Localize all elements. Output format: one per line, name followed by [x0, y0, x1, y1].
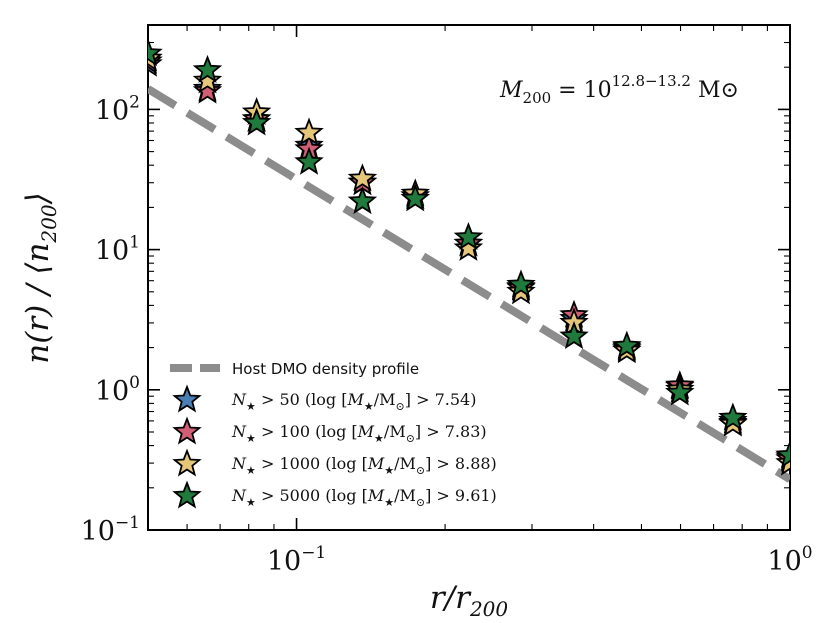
legend-label-series-0: N★ > 50 (log [M★/M⊙] > 7.54) — [231, 390, 476, 413]
x-tick-label-1: 100 — [767, 543, 812, 577]
legend: Host DMO density profile N★ > 50 (log [M… — [170, 360, 497, 509]
marker-series-3-point-1 — [192, 54, 223, 83]
legend-label-dmo: Host DMO density profile — [232, 360, 419, 378]
marker-series-3-point-9 — [612, 330, 642, 359]
legend-star-series-3 — [172, 480, 202, 509]
y-tick-label-1: 100 — [95, 373, 140, 407]
legend-label-series-1: N★ > 100 (log [M★/M⊙] > 7.83) — [231, 422, 487, 445]
y-tick-label-0: 10−1 — [81, 513, 140, 547]
marker-series-3-point-4 — [347, 186, 378, 215]
marker-series-3-point-7 — [506, 269, 536, 298]
y-axis-label: n(r) / ⟨n200⟩ — [20, 192, 61, 363]
legend-star-series-0 — [172, 384, 202, 413]
legend-star-series-2 — [172, 448, 202, 477]
marker-series-3-point-0 — [148, 38, 163, 67]
legend-star-swatches — [172, 384, 202, 509]
marker-series-3-point-10 — [665, 377, 695, 406]
legend-label-series-2: N★ > 1000 (log [M★/M⊙] > 8.88) — [231, 454, 497, 477]
marker-series-3-point-5 — [400, 183, 430, 212]
y-tick-label-2: 101 — [95, 233, 140, 267]
marker-series-3-point-8 — [559, 321, 589, 350]
major-ticks — [148, 25, 791, 531]
marker-series-3-point-3 — [294, 146, 324, 175]
legend-star-series-1 — [172, 416, 202, 445]
marker-series-2-point-3 — [294, 117, 324, 146]
x-tick-label-0: 10−1 — [267, 543, 326, 577]
marker-series-3-point-2 — [241, 107, 272, 136]
marker-series-3-point-12 — [775, 440, 790, 469]
marker-series-3-point-6 — [453, 222, 484, 251]
minor-ticks — [148, 25, 790, 530]
marker-series-2-point-4 — [347, 163, 378, 192]
mass-range-annotation: M200 = 1012.8−13.2 M⊙ — [499, 72, 739, 107]
data-markers — [148, 38, 790, 476]
plot-frame — [147, 24, 791, 531]
legend-label-series-3: N★ > 5000 (log [M★/M⊙] > 9.61) — [231, 486, 497, 509]
y-tick-label-3: 102 — [95, 92, 140, 126]
dmo-profile-line — [148, 85, 790, 483]
marker-series-2-point-6 — [453, 232, 484, 261]
marker-series-3-point-11 — [718, 402, 748, 431]
marker-series-2-point-1 — [192, 65, 223, 94]
x-axis-label: r/r200 — [430, 580, 509, 621]
marker-series-1-point-1 — [192, 75, 223, 104]
